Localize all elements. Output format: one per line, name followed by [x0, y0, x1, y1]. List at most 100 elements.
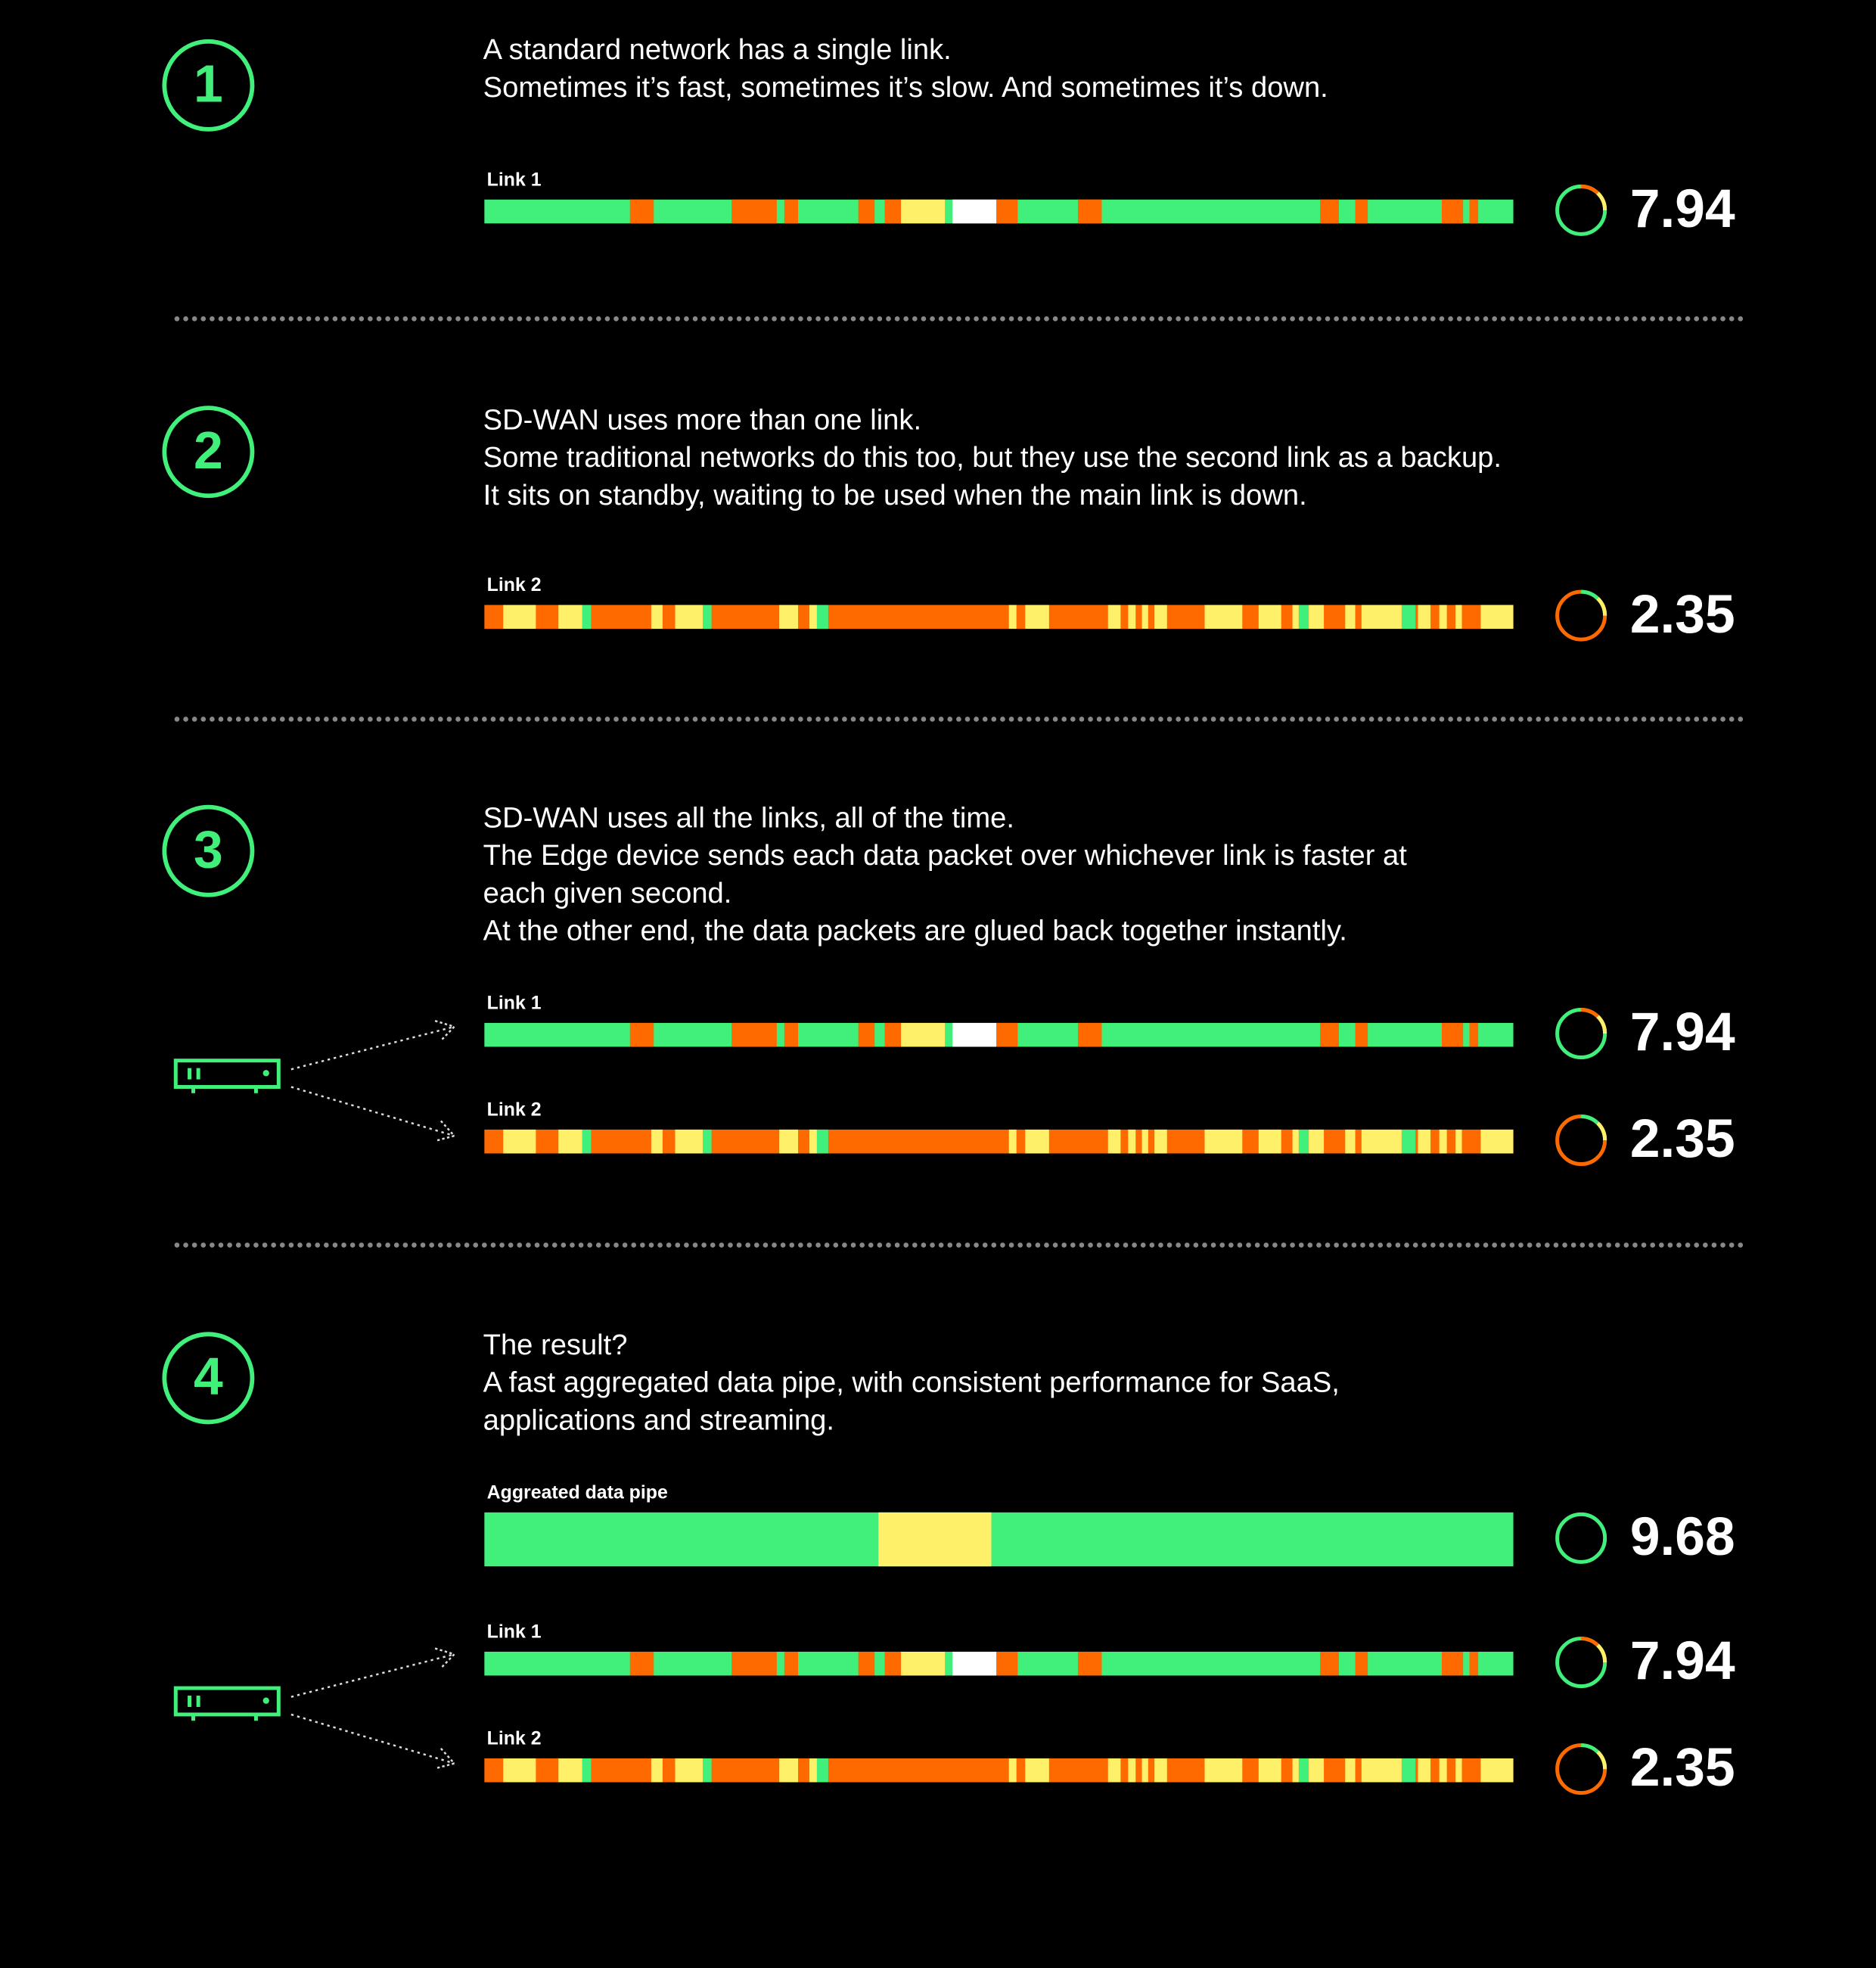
- link-bar: [484, 1022, 1514, 1047]
- bar-segment: [901, 199, 946, 224]
- bar-segment: [1128, 1758, 1136, 1783]
- score-ring-accent: [1596, 1015, 1607, 1034]
- arrow-head: [434, 1747, 456, 1770]
- bar-segment: [1298, 605, 1309, 630]
- description: each given second.: [483, 877, 732, 909]
- bar-segment: [1292, 1758, 1299, 1783]
- link-label: Link 1: [487, 1621, 542, 1643]
- bar-segment: [1345, 1129, 1356, 1154]
- bar-segment: [582, 1758, 592, 1783]
- bar-segment: [1361, 605, 1402, 630]
- bar-segment: [558, 1758, 582, 1783]
- edge-device: [173, 1020, 456, 1143]
- bar-segment: [1401, 605, 1416, 630]
- link-label: Link 1: [487, 993, 542, 1014]
- score: 2.35: [1630, 1737, 1735, 1798]
- description: Sometimes it’s fast, sometimes it’s slow…: [483, 71, 1328, 104]
- bar-segment: [1107, 605, 1121, 630]
- bar-segment: [675, 1129, 703, 1154]
- step-badge: [162, 39, 255, 132]
- bar-segment: [731, 199, 777, 224]
- description: The result?: [483, 1329, 628, 1361]
- description: At the other end, the data packets are g…: [483, 915, 1347, 947]
- bar-segment: [651, 1129, 663, 1154]
- arrow-line: [290, 1653, 455, 1698]
- bar-segment: [858, 1651, 875, 1676]
- step-number: 3: [194, 819, 223, 878]
- bar-segment: [1418, 1129, 1431, 1154]
- bar-segment: [1025, 1758, 1049, 1783]
- link-label: Link 2: [487, 574, 542, 595]
- bar-segment: [784, 1022, 799, 1047]
- bar-segment: [816, 1758, 828, 1783]
- bar-segment: [901, 1022, 946, 1047]
- step-number: 1: [194, 54, 223, 113]
- bar-segment: [1154, 1758, 1167, 1783]
- description: applications and streaming.: [483, 1404, 834, 1436]
- bar-segment: [651, 1758, 663, 1783]
- bar-segment: [651, 605, 663, 630]
- bar-segment: [1442, 1651, 1464, 1676]
- bar-segment: [996, 1022, 1018, 1047]
- bar-base: [484, 1512, 1514, 1567]
- bar-segment: [878, 1512, 992, 1567]
- bar-base: [484, 605, 1514, 630]
- link-bar: [484, 1758, 1514, 1783]
- bar-segment: [558, 1129, 582, 1154]
- bar-segment: [952, 1022, 997, 1047]
- bar-segment: [901, 1651, 946, 1676]
- score: 2.35: [1630, 584, 1735, 645]
- bar-segment: [1008, 605, 1017, 630]
- link-bar: [484, 199, 1514, 224]
- bar-segment: [1320, 199, 1339, 224]
- bar-segment: [503, 1129, 536, 1154]
- bar-segment: [582, 1129, 592, 1154]
- bar-segment: [1361, 1129, 1402, 1154]
- step-badge: [162, 406, 255, 499]
- description: SD-WAN uses all the links, all of the ti…: [483, 801, 1014, 834]
- bar-segment: [1309, 605, 1325, 630]
- bar-segment: [809, 1129, 817, 1154]
- bar-segment: [1077, 1651, 1102, 1676]
- arrow-head: [434, 1120, 456, 1143]
- edge-device: [173, 1647, 456, 1770]
- bar-segment: [1439, 605, 1447, 630]
- bar-segment: [1258, 605, 1281, 630]
- bar-segment: [1455, 605, 1462, 630]
- device-body: [173, 1686, 281, 1717]
- bar-segment: [503, 605, 536, 630]
- bar-segment: [1355, 199, 1368, 224]
- bar-segment: [1258, 1758, 1281, 1783]
- bar-segment: [779, 605, 799, 630]
- bar-segment: [1107, 1129, 1121, 1154]
- bar-segment: [702, 605, 712, 630]
- bar-segment: [1204, 605, 1243, 630]
- bar-segment: [1401, 1758, 1416, 1783]
- description: A standard network has a single link.: [483, 33, 952, 66]
- link-bar: [484, 1651, 1514, 1676]
- arrow-line: [290, 1025, 455, 1071]
- bar-segment: [952, 199, 997, 224]
- bar-segment: [1292, 1129, 1299, 1154]
- bar-segment: [1077, 1022, 1102, 1047]
- bar-segment: [675, 1758, 703, 1783]
- bar-segment: [1298, 1758, 1309, 1783]
- bar-segment: [1418, 1758, 1431, 1783]
- device-led: [262, 1070, 269, 1077]
- step-number: 2: [194, 421, 223, 480]
- bar-segment: [1442, 1022, 1464, 1047]
- score: 7.94: [1630, 179, 1735, 239]
- bar-segment: [675, 605, 703, 630]
- bar-segment: [1455, 1129, 1462, 1154]
- bar-segment: [1469, 199, 1479, 224]
- bar-segment: [1439, 1129, 1447, 1154]
- bar-segment: [1128, 1129, 1136, 1154]
- bar-segment: [1361, 1758, 1402, 1783]
- bar-segment: [731, 1651, 777, 1676]
- bar-segment: [1320, 1651, 1339, 1676]
- score-ring: [1555, 1512, 1607, 1564]
- bar-segment: [1008, 1129, 1017, 1154]
- bar-segment: [1442, 199, 1464, 224]
